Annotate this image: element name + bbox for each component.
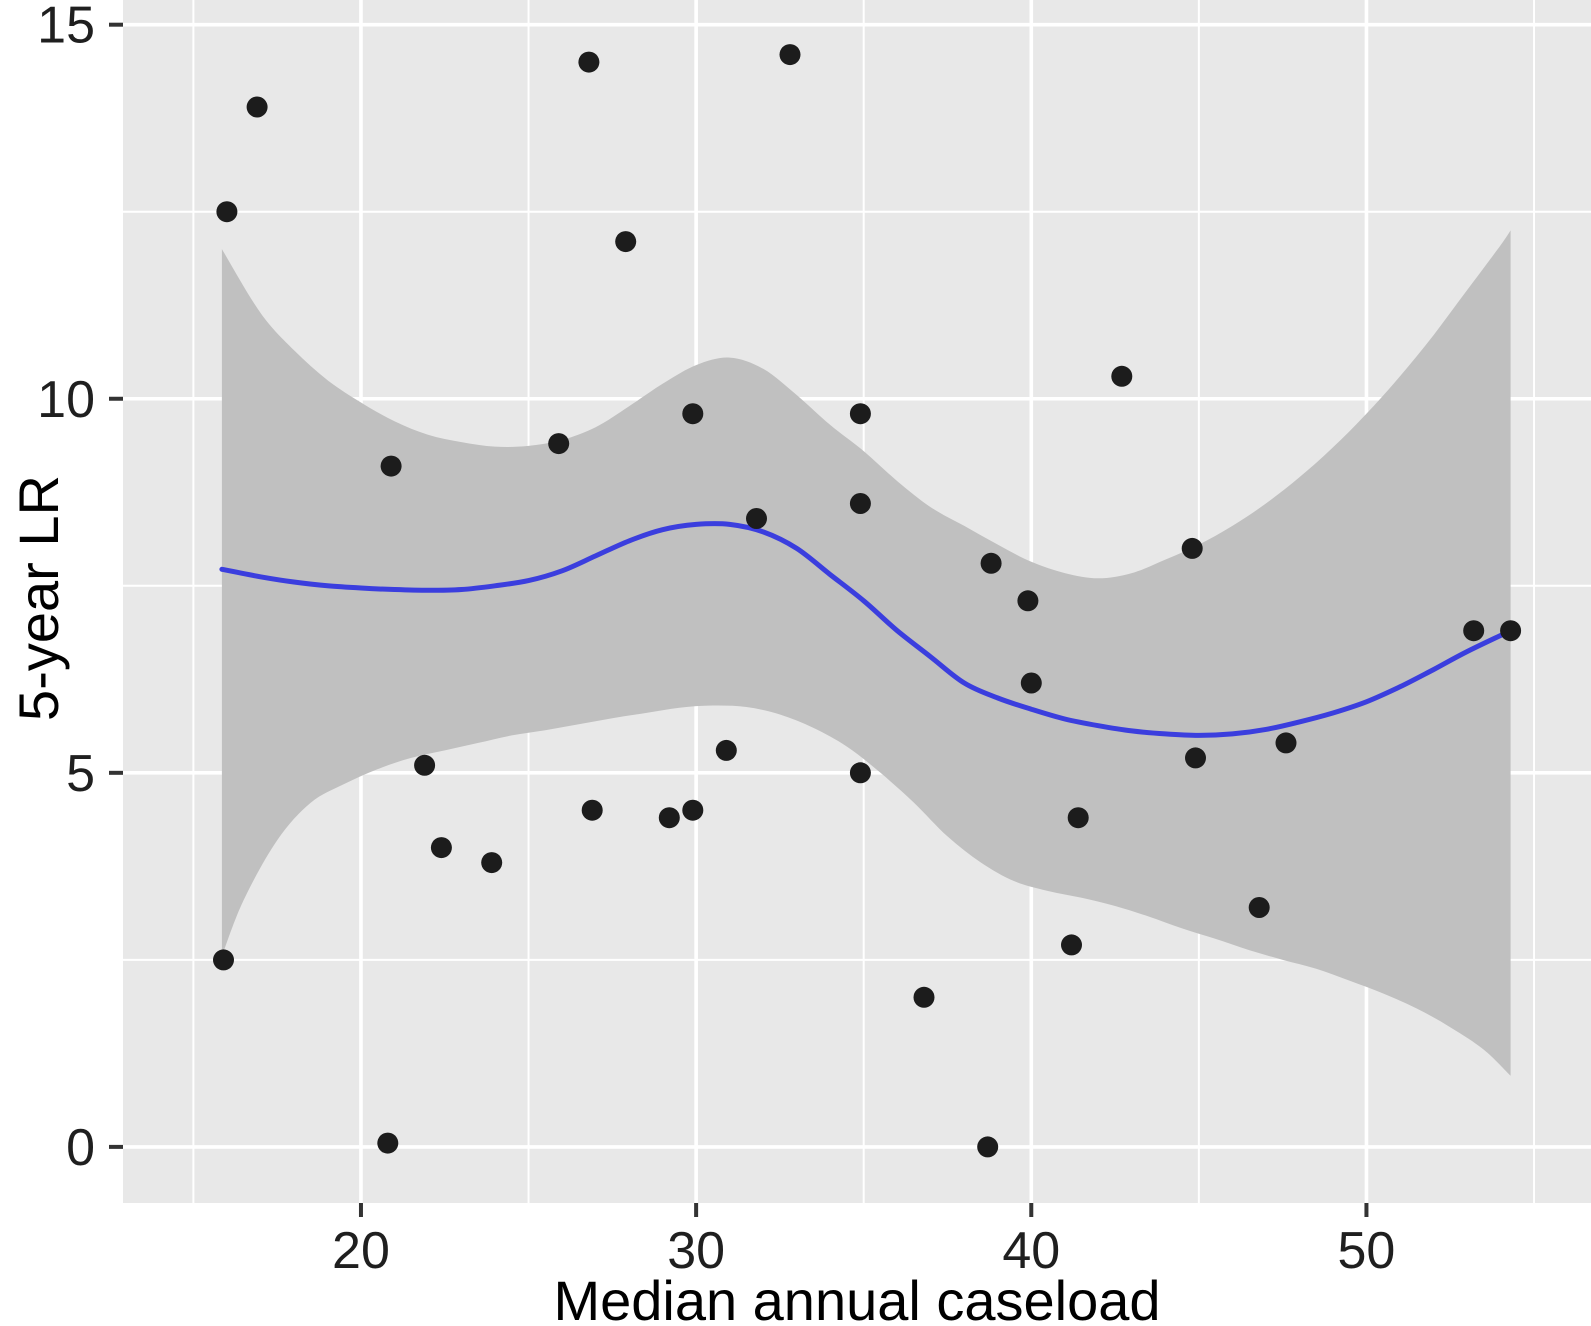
y-tick-label: 5 xyxy=(66,745,95,803)
y-tick-label: 10 xyxy=(37,371,95,429)
y-tick-label: 15 xyxy=(37,0,95,55)
data-point xyxy=(581,799,603,821)
data-point xyxy=(216,201,238,223)
data-point xyxy=(1275,732,1297,754)
x-axis-ticks xyxy=(358,1203,1369,1217)
data-point xyxy=(246,96,268,118)
data-point xyxy=(658,807,680,829)
data-point xyxy=(779,44,801,66)
data-point xyxy=(430,837,452,859)
data-point xyxy=(1061,934,1082,956)
x-tick-labels: 20 30 40 50 xyxy=(332,1222,1395,1280)
data-point xyxy=(1067,807,1089,829)
data-point xyxy=(377,1132,399,1154)
data-point xyxy=(1500,620,1522,642)
y-axis-title: 5-year LR xyxy=(7,475,70,721)
data-point xyxy=(380,455,402,477)
data-point xyxy=(615,231,637,253)
confidence-band xyxy=(221,230,1511,1076)
x-axis-title: Median annual caseload xyxy=(553,1269,1160,1326)
data-point xyxy=(481,852,503,874)
plot-area: 20 30 40 50 0 5 10 15 xyxy=(37,0,1591,1280)
data-point xyxy=(715,739,737,761)
data-point xyxy=(849,403,871,425)
data-point xyxy=(682,799,704,821)
data-point xyxy=(578,51,600,73)
data-point xyxy=(746,508,767,529)
y-axis-ticks xyxy=(109,22,123,1149)
data-point xyxy=(1181,537,1203,559)
loess-line xyxy=(219,521,1514,738)
x-tick-label: 30 xyxy=(667,1222,725,1280)
y-tick-labels: 0 5 10 15 xyxy=(37,0,95,1177)
data-point xyxy=(1017,590,1039,612)
y-tick-label: 0 xyxy=(66,1119,95,1177)
data-point xyxy=(977,1136,999,1158)
data-point xyxy=(682,403,704,425)
data-point xyxy=(1111,365,1133,387)
x-tick-label: 50 xyxy=(1338,1222,1396,1280)
data-point xyxy=(1463,620,1485,642)
data-point xyxy=(1248,897,1270,918)
data-point xyxy=(1185,747,1206,769)
x-tick-label: 40 xyxy=(1002,1222,1060,1280)
data-point xyxy=(980,552,1002,574)
data-point xyxy=(849,762,871,784)
data-point xyxy=(213,949,234,971)
data-points xyxy=(213,44,1522,1158)
data-point xyxy=(913,986,935,1008)
data-point xyxy=(548,433,570,455)
data-point xyxy=(1020,672,1042,694)
data-point xyxy=(414,754,436,776)
x-tick-label: 20 xyxy=(332,1222,390,1280)
data-point xyxy=(849,493,871,514)
